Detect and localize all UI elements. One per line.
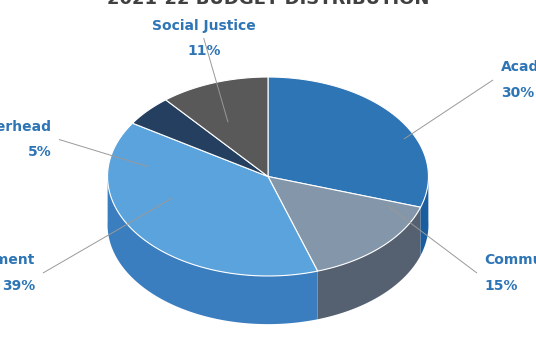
Polygon shape xyxy=(268,176,421,271)
Text: Community: Community xyxy=(485,253,536,267)
Polygon shape xyxy=(108,174,318,324)
Text: Enrichment: Enrichment xyxy=(0,253,35,267)
Text: 39%: 39% xyxy=(2,279,35,293)
Text: 2021-22 BUDGET DISTRIBUTION: 2021-22 BUDGET DISTRIBUTION xyxy=(107,0,429,8)
Text: 11%: 11% xyxy=(187,44,221,58)
Polygon shape xyxy=(421,173,428,255)
Text: Academics: Academics xyxy=(501,60,536,74)
Text: 5%: 5% xyxy=(28,145,51,160)
Text: Social Justice: Social Justice xyxy=(152,19,256,33)
Polygon shape xyxy=(318,207,421,319)
Polygon shape xyxy=(108,123,318,276)
Text: Overhead: Overhead xyxy=(0,120,51,134)
Text: 15%: 15% xyxy=(485,279,518,293)
Polygon shape xyxy=(166,77,268,176)
Polygon shape xyxy=(132,100,268,176)
Text: 30%: 30% xyxy=(501,86,534,100)
Polygon shape xyxy=(268,77,428,207)
